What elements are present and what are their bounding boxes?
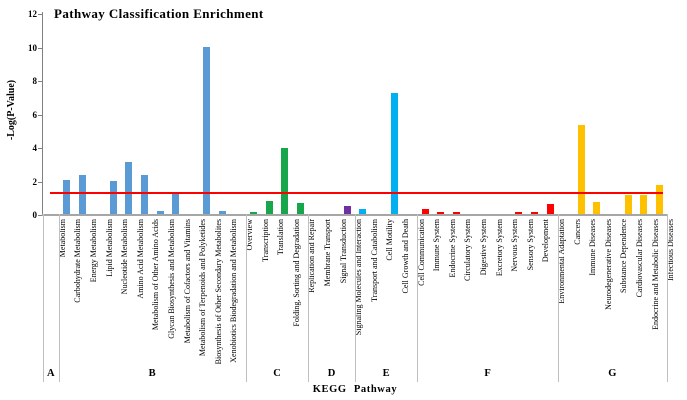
y-tick-mark <box>38 14 42 15</box>
section-divider <box>245 214 247 382</box>
bar <box>218 211 226 214</box>
category-label: Digestive System <box>479 219 488 276</box>
chart-title: Pathway Classification Enrichment <box>54 6 264 21</box>
category-label: Lipid Metabolism <box>104 219 114 277</box>
category-label: Metabolism of Terpenoids and Polyketides <box>198 219 208 357</box>
category-label: Endocrine System <box>447 219 457 278</box>
category-label: Biosynthesis of Other Secondary Metaboli… <box>213 219 223 365</box>
bar <box>593 202 601 214</box>
bar <box>655 184 663 214</box>
category-label: Nucleotide Metabolism <box>120 219 130 295</box>
category-label: Glycan Biosynthesis and Metabolism <box>167 219 176 339</box>
category-label: Carbohydrate Metabolism <box>73 219 83 303</box>
bar <box>624 194 632 214</box>
threshold-line <box>50 192 663 195</box>
y-tick-mark <box>38 181 42 183</box>
section-divider <box>667 214 668 382</box>
y-tick-label: 10 <box>28 42 37 53</box>
section-divider <box>43 214 44 382</box>
bar <box>250 212 258 214</box>
bar <box>437 212 445 214</box>
y-tick-mark <box>38 148 42 149</box>
section-letter: F <box>484 368 491 379</box>
bar <box>452 212 460 214</box>
y-tick-mark <box>38 81 42 82</box>
category-label: Immune Diseases <box>588 219 598 276</box>
y-tick-label: 2 <box>32 176 38 187</box>
category-label: Translation <box>276 219 286 256</box>
section-letter: C <box>273 368 281 379</box>
category-label: Folding, Sorting and Degradation <box>291 219 301 327</box>
bar <box>343 205 351 214</box>
bar <box>515 212 523 214</box>
y-tick-label: 6 <box>32 109 38 120</box>
y-tick-label: 12 <box>28 9 37 19</box>
bar <box>109 181 117 214</box>
category-label: Xenobiotics Biodegradation and Metabolis… <box>229 219 239 363</box>
category-label: Signal Transduction <box>338 219 348 284</box>
section-letter: E <box>382 368 390 379</box>
category-label: Substance Dependence <box>619 219 629 293</box>
bar <box>62 179 70 214</box>
bar <box>203 46 211 214</box>
bar <box>640 194 648 214</box>
y-tick-label: 8 <box>32 76 38 86</box>
y-tick-mark <box>38 114 42 116</box>
bar <box>281 147 289 214</box>
category-label: Transport and Catabolism <box>369 219 379 302</box>
category-label: Sensory System <box>525 219 535 271</box>
category-label: Nervous System <box>510 219 520 272</box>
category-label: Endocrine and Metabolic Diseases <box>650 219 660 330</box>
bar <box>530 212 538 214</box>
category-label: Neurodegenerative Diseases <box>603 219 613 310</box>
section-divider <box>58 214 60 382</box>
section-letter: D <box>327 368 336 379</box>
section-letter: A <box>47 368 55 379</box>
section-divider <box>308 214 310 382</box>
category-label: Metabolism of Other Amino Acids <box>151 219 161 331</box>
bar <box>140 175 148 214</box>
bar <box>546 203 554 214</box>
bar <box>577 125 585 214</box>
y-axis-line <box>42 12 43 216</box>
bar <box>265 201 273 214</box>
category-label: Cardiovascular Diseases <box>635 219 644 298</box>
category-label: Energy Metabolism <box>89 219 98 283</box>
section-divider <box>557 214 559 382</box>
bar <box>125 162 133 214</box>
bar <box>421 208 429 214</box>
bar <box>359 209 367 214</box>
section-letter: B <box>148 368 156 379</box>
category-label: Immune System <box>432 219 442 272</box>
bar <box>156 211 164 214</box>
y-tick-mark <box>38 215 42 216</box>
category-label: Development <box>541 219 551 263</box>
y-tick-label: 0 <box>32 210 38 220</box>
category-label: Metabolism of Cofactors and Vitamins <box>182 219 192 344</box>
y-tick-label: 4 <box>32 143 38 153</box>
section-divider <box>417 214 419 382</box>
bar <box>78 175 86 214</box>
category-label: Cancers <box>572 219 582 245</box>
section-letter: G <box>608 368 617 379</box>
bar <box>172 192 180 214</box>
y-tick-mark <box>38 47 42 49</box>
category-label: Cell Growth and Death <box>401 219 410 294</box>
category-label: Amino Acid Metabolism <box>135 219 145 299</box>
x-axis-title: KEGG Pathway <box>312 384 398 395</box>
category-label: Transcription <box>260 219 270 262</box>
bar <box>390 93 398 214</box>
bar <box>296 203 304 214</box>
category-label: Membrane Transport <box>323 219 332 287</box>
category-label: Cell Motility <box>385 219 395 261</box>
category-label: Circulatory System <box>463 219 473 281</box>
section-divider <box>355 214 356 382</box>
category-label: Excretory System <box>494 219 504 277</box>
